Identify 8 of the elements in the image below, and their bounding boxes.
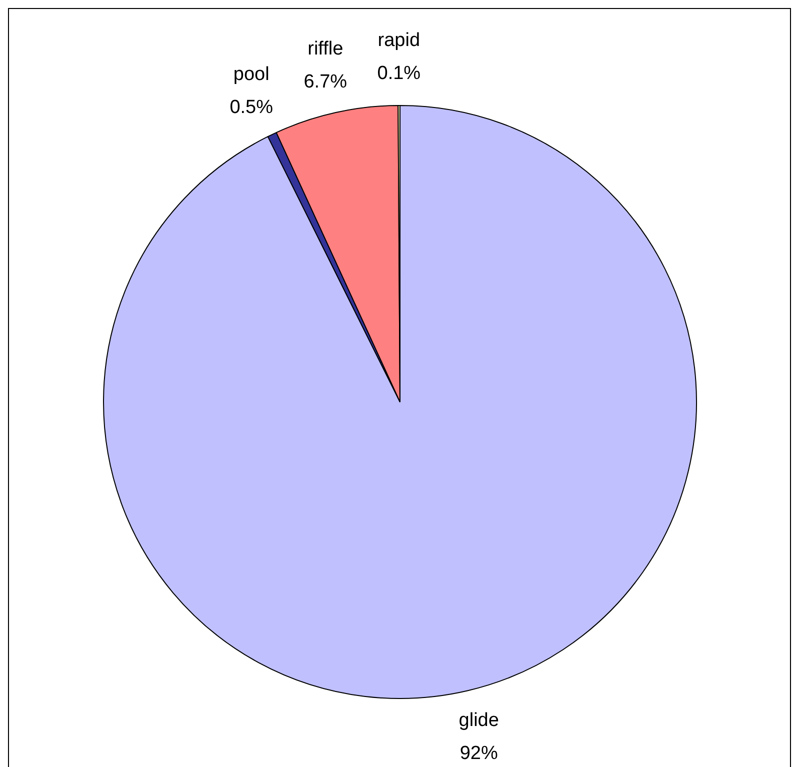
data-label: 92% [460,743,498,764]
data-label: 6.7% [304,71,348,92]
data-label: 0.1% [377,63,421,84]
slice-label: pool [233,64,270,85]
slice-label: glide [458,710,499,732]
data-label: 0.5% [230,96,274,118]
slice-label: riffle [308,38,344,60]
slice-label: rapid [378,30,420,52]
